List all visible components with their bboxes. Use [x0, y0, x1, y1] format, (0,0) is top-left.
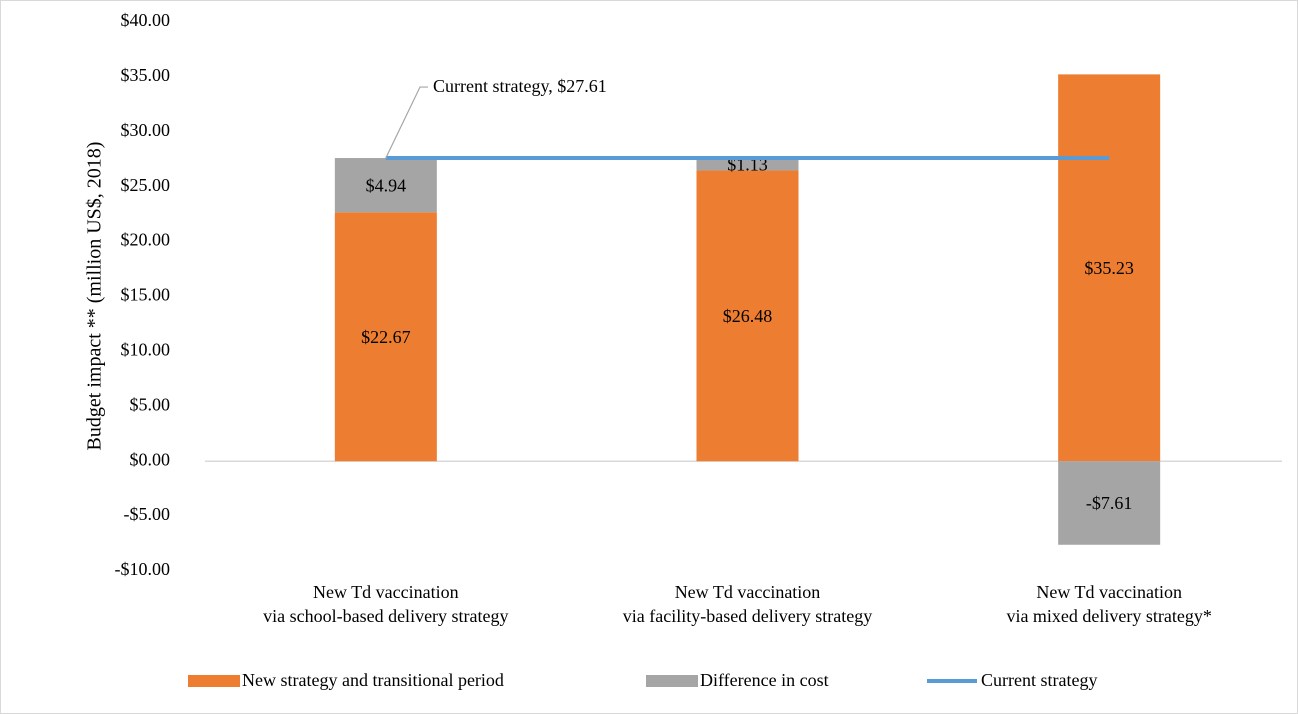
x-tick-label: via school-based delivery strategy — [263, 606, 508, 626]
bar-segment — [1058, 74, 1161, 462]
y-tick-label: $35.00 — [121, 65, 171, 85]
bar-segment — [696, 158, 799, 171]
y-tick-label: -$5.00 — [124, 504, 171, 524]
bar-segment — [334, 158, 437, 213]
bar-segment — [1058, 461, 1161, 545]
x-tick-label: via facility-based delivery strategy — [623, 606, 872, 626]
legend-label: New strategy and transitional period — [242, 670, 504, 690]
y-tick-label: $0.00 — [130, 449, 171, 469]
y-tick-label: $10.00 — [121, 340, 171, 360]
data-label: $26.48 — [723, 306, 773, 326]
annotation-leader — [385, 86, 428, 159]
y-tick-label: $20.00 — [121, 230, 171, 250]
x-tick-label: via mixed delivery strategy* — [1006, 606, 1211, 626]
x-tick-label: New Td vaccination — [1036, 582, 1182, 602]
data-label: $22.67 — [361, 327, 411, 347]
y-tick-label: $25.00 — [121, 175, 171, 195]
x-tick-label: New Td vaccination — [675, 582, 821, 602]
data-label: -$7.61 — [1086, 493, 1133, 513]
y-tick-label: $40.00 — [121, 10, 171, 30]
y-tick-label: $15.00 — [121, 285, 171, 305]
legend-swatch — [646, 675, 698, 687]
annotation: Current strategy, $27.61 — [433, 76, 607, 96]
data-label: $35.23 — [1084, 258, 1134, 278]
x-tick-label: New Td vaccination — [313, 582, 459, 602]
bar-segment — [696, 170, 799, 462]
data-label: $4.94 — [366, 175, 407, 195]
bar-segment — [334, 212, 437, 462]
legend-label: Difference in cost — [700, 670, 829, 690]
y-tick-label: $5.00 — [130, 394, 171, 414]
legend-label: Current strategy — [981, 670, 1097, 690]
y-tick-label: -$10.00 — [115, 559, 171, 579]
y-tick-label: $30.00 — [121, 120, 171, 140]
y-axis-label: Budget impact ** (million US$, 2018) — [84, 142, 106, 451]
legend-swatch — [188, 675, 240, 687]
